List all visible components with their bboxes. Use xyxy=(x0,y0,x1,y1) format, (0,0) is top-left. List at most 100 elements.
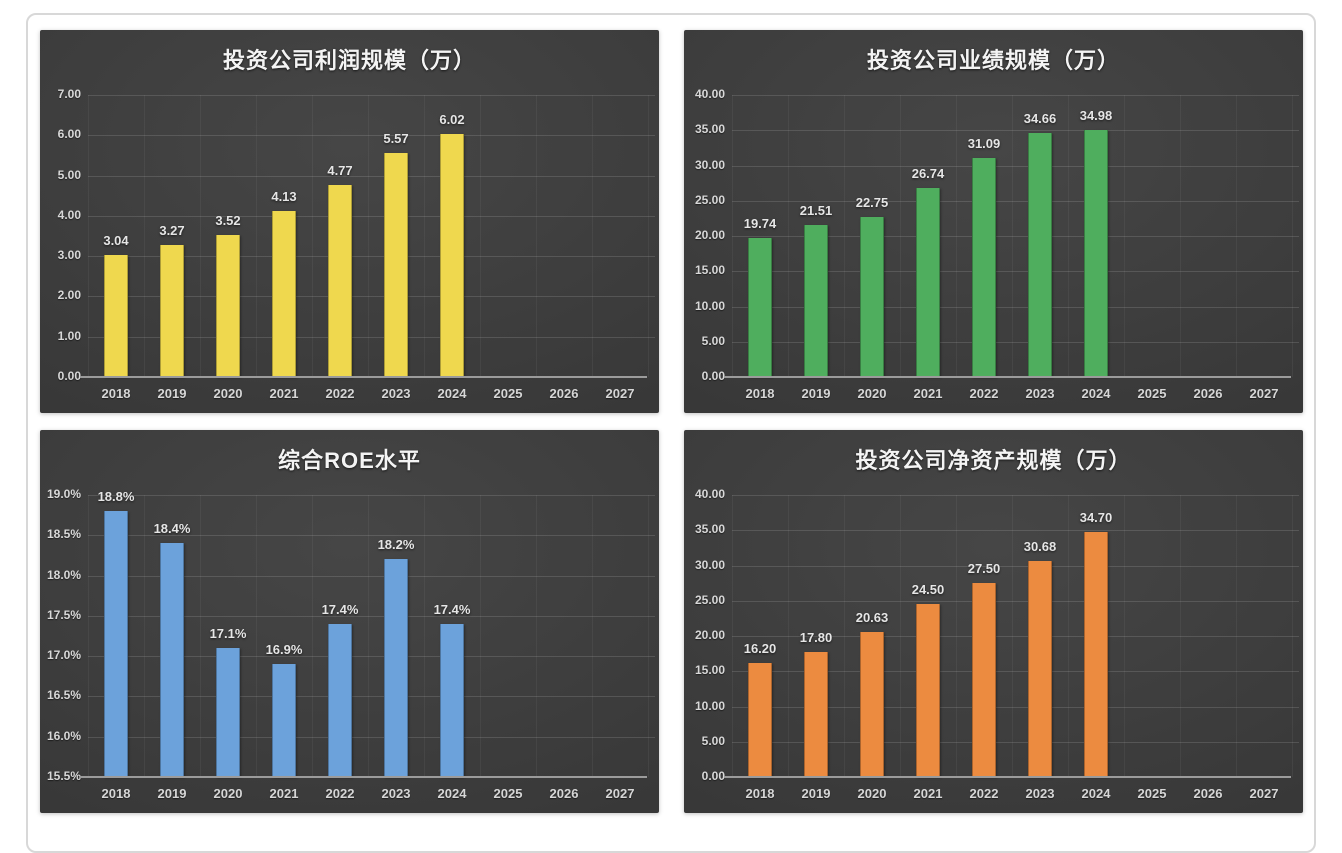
vertical-gridline xyxy=(1124,495,1125,777)
bar-value-label: 3.04 xyxy=(103,232,129,248)
horizontal-gridline xyxy=(732,341,1299,343)
y-tick-label: 16.5% xyxy=(46,688,81,703)
bar xyxy=(440,623,464,777)
x-tick-label: 2024 xyxy=(437,786,467,801)
charts-grid: 投资公司利润规模（万） 0.00 1.00 2.00 3.00 4.00 5.00 6.00… xyxy=(40,30,1303,813)
x-tick-label: 2023 xyxy=(381,786,411,801)
vertical-gridline xyxy=(312,95,313,377)
vertical-gridline xyxy=(88,95,89,377)
chart-panel-performance: 投资公司业绩规模（万） 0.00 5.00 10.00 15.00 20.00 25.00… xyxy=(684,30,1303,413)
horizontal-gridline xyxy=(732,130,1299,132)
bar-value-label: 17.4% xyxy=(433,601,471,617)
vertical-gridline xyxy=(956,495,957,777)
x-tick-label: 2019 xyxy=(801,386,831,401)
bar xyxy=(972,157,996,377)
vertical-gridline xyxy=(312,495,313,777)
vertical-gridline xyxy=(592,495,593,777)
horizontal-gridline xyxy=(88,135,655,137)
vertical-gridline xyxy=(732,95,733,377)
bar xyxy=(384,152,408,377)
x-tick-label: 2021 xyxy=(269,386,299,401)
y-tick-label: 17.5% xyxy=(46,607,81,622)
horizontal-gridline xyxy=(88,175,655,177)
bar xyxy=(216,648,240,777)
horizontal-gridline xyxy=(88,256,655,258)
bar xyxy=(1084,130,1108,377)
vertical-gridline xyxy=(1124,95,1125,377)
bar xyxy=(916,188,940,377)
y-tick-label: 10.00 xyxy=(694,298,725,313)
horizontal-gridline xyxy=(88,95,655,96)
vertical-gridline xyxy=(592,95,593,377)
horizontal-gridline xyxy=(732,165,1299,167)
bar xyxy=(916,604,940,777)
charts-card: 投资公司利润规模（万） 0.00 1.00 2.00 3.00 4.00 5.00 6.00… xyxy=(26,13,1316,853)
x-tick-label: 2022 xyxy=(325,786,355,801)
vertical-gridline xyxy=(368,495,369,777)
vertical-gridline xyxy=(88,495,89,777)
bar xyxy=(804,651,828,777)
vertical-gridline xyxy=(1236,495,1237,777)
y-tick-label: 17.0% xyxy=(46,648,81,663)
vertical-gridline xyxy=(200,95,201,377)
vertical-gridline xyxy=(844,495,845,777)
bar xyxy=(216,235,240,377)
x-tick-label: 2020 xyxy=(857,386,887,401)
y-tick-label: 35.00 xyxy=(694,122,725,137)
vertical-gridline xyxy=(956,95,957,377)
y-tick-label: 10.00 xyxy=(694,698,725,713)
x-tick-label: 2019 xyxy=(801,786,831,801)
vertical-gridline xyxy=(1180,95,1181,377)
vertical-gridline xyxy=(1180,495,1181,777)
x-tick-label: 2019 xyxy=(157,786,187,801)
x-tick-label: 2022 xyxy=(969,786,999,801)
horizontal-gridline xyxy=(732,741,1299,743)
y-tick-label: 2.00 xyxy=(57,288,81,303)
x-tick-label: 2025 xyxy=(1137,386,1167,401)
chart-title-performance: 投资公司业绩规模（万） xyxy=(866,48,1120,73)
bar-value-label: 34.70 xyxy=(1079,510,1113,526)
bar xyxy=(104,511,128,777)
bar xyxy=(1084,532,1108,777)
x-tick-label: 2020 xyxy=(857,786,887,801)
y-tick-label: 15.5% xyxy=(46,769,81,783)
chart-plot-roe: 15.5% 16.0% 16.5% 17.0% 17.5% 18.0% 18.5% 19.0%… xyxy=(40,430,659,813)
horizontal-gridline xyxy=(88,215,655,217)
x-tick-label: 2026 xyxy=(549,786,579,801)
vertical-gridline xyxy=(424,95,425,377)
y-tick-label: 1.00 xyxy=(57,328,81,343)
bar-value-label: 4.13 xyxy=(271,188,297,204)
bar-value-label: 21.51 xyxy=(799,203,833,219)
bar-value-label: 22.75 xyxy=(855,194,889,210)
x-tick-label: 2025 xyxy=(1137,786,1167,801)
horizontal-gridline xyxy=(88,336,655,338)
horizontal-gridline xyxy=(88,696,655,698)
vertical-gridline xyxy=(480,495,481,777)
x-axis-line xyxy=(80,376,647,378)
chart-title-roe: 综合ROE水平 xyxy=(278,448,421,473)
bar-value-label: 16.20 xyxy=(743,640,777,656)
vertical-gridline xyxy=(788,495,789,777)
x-tick-label: 2023 xyxy=(1025,386,1055,401)
vertical-gridline xyxy=(144,95,145,377)
x-tick-label: 2020 xyxy=(213,786,243,801)
vertical-gridline xyxy=(788,95,789,377)
y-tick-label: 40.00 xyxy=(694,87,725,101)
bar-value-label: 27.50 xyxy=(967,561,1001,577)
bar xyxy=(860,216,884,377)
y-tick-label: 0.00 xyxy=(701,769,725,783)
bar-value-label: 20.63 xyxy=(855,609,889,625)
bar xyxy=(328,623,352,777)
bar-value-label: 34.66 xyxy=(1023,110,1057,126)
y-tick-label: 16.0% xyxy=(46,728,81,743)
x-tick-label: 2021 xyxy=(913,386,943,401)
bar-value-label: 24.50 xyxy=(911,582,945,598)
x-tick-label: 2021 xyxy=(269,786,299,801)
bar-value-label: 34.98 xyxy=(1079,108,1113,124)
bar-value-label: 17.4% xyxy=(321,601,359,617)
horizontal-gridline xyxy=(732,495,1299,496)
x-axis-line xyxy=(724,776,1291,778)
vertical-gridline xyxy=(256,495,257,777)
y-tick-label: 30.00 xyxy=(694,557,725,572)
bar xyxy=(272,210,296,377)
